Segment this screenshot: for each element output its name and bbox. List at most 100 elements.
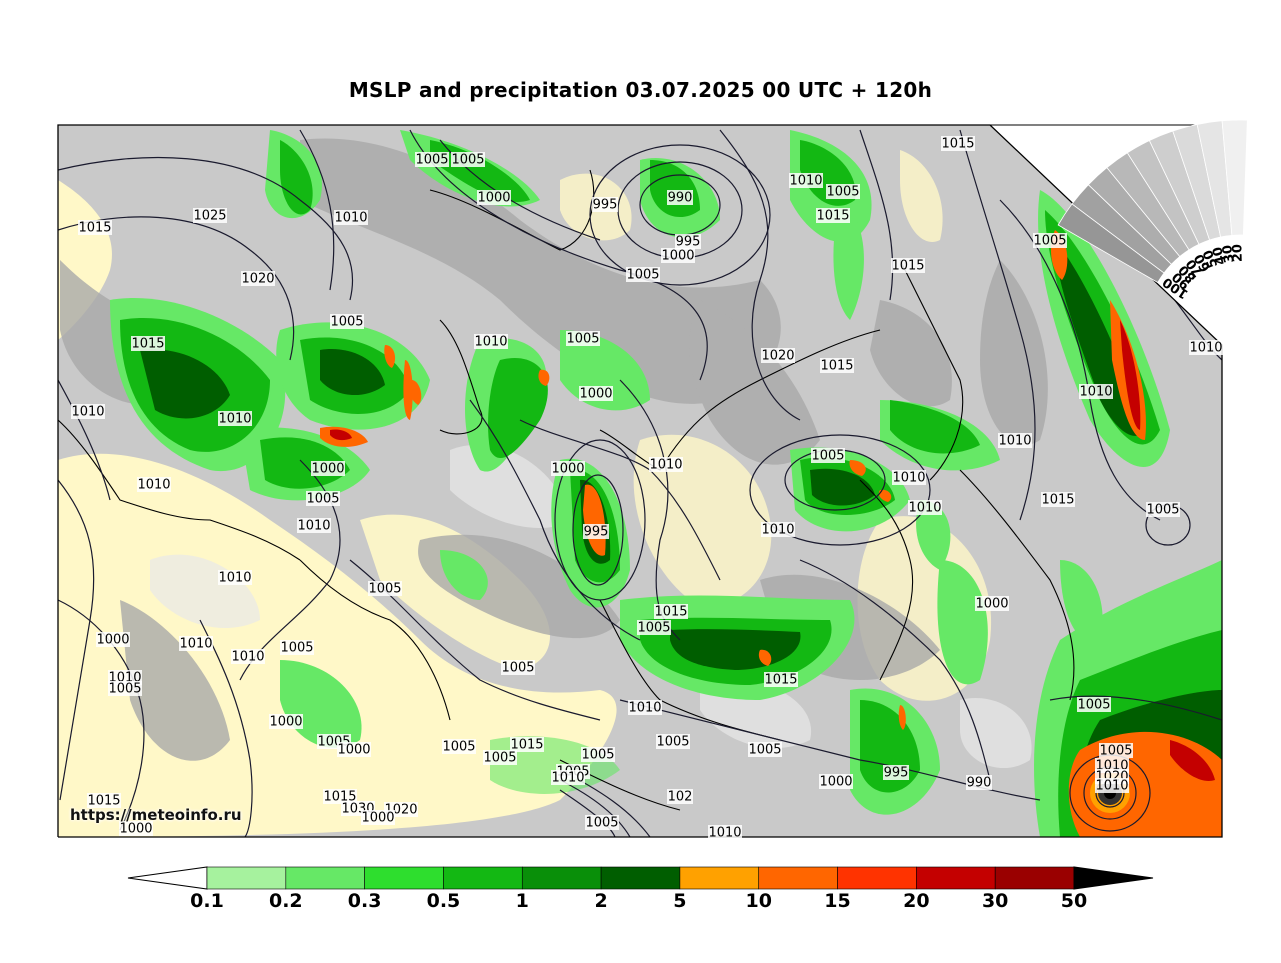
isobar-label-text: 1005 <box>581 748 614 763</box>
isobar-label-text: 1000 <box>337 743 370 758</box>
colorbar-cell <box>206 866 287 890</box>
isobar-label: 1005 <box>280 640 314 656</box>
isobar-label: 1000 <box>975 596 1009 612</box>
isobar-label: 1005 <box>1033 233 1067 249</box>
isobar-label: 1015 <box>654 604 688 620</box>
isobar-label: 1015 <box>1041 492 1075 508</box>
isobar-label-text: 1010 <box>551 771 584 786</box>
isobar-label: 1010 <box>231 649 265 665</box>
isobar-label-text: 1010 <box>789 174 822 189</box>
isobar-label: 1010 <box>334 210 368 226</box>
isobar-label: 1010 <box>71 404 105 420</box>
density-scale-label: 30 <box>1220 244 1237 264</box>
isobar-label-text: 1010 <box>179 637 212 652</box>
colorbar-lower-extension <box>127 866 208 890</box>
colorbar-cell <box>521 866 602 890</box>
isobar-label-text: 990 <box>967 776 992 791</box>
isobar-label: 995 <box>675 234 701 250</box>
isobar-label: 1005 <box>581 747 615 763</box>
isobar-label: 1020 <box>761 348 795 364</box>
isobar-label-text: 1015 <box>654 605 687 620</box>
isobar-label-text: 1000 <box>361 811 394 826</box>
map-title: MSLP and precipitation 03.07.2025 00 UTC… <box>348 78 933 102</box>
isobar-label-text: 1005 <box>1033 234 1066 249</box>
isobar-label: 1000 <box>361 810 395 826</box>
isobar-label-text: 1010 <box>708 826 741 841</box>
colorbar-label: 50 <box>1060 890 1088 912</box>
colorbar-label: 0.2 <box>268 890 303 912</box>
isobar-label: 1000 <box>96 632 130 648</box>
isobar-label: 1010 <box>218 411 252 427</box>
isobar-label-text: 1015 <box>816 209 849 224</box>
isobar-label: 1010 <box>649 457 683 473</box>
isobar-label-text: 1005 <box>368 582 401 597</box>
isobar-label-text: 1005 <box>1077 698 1110 713</box>
isobar-label: 1005 <box>626 267 660 283</box>
isobar-label: 1010 <box>551 770 585 786</box>
colorbar-cell <box>285 866 365 890</box>
isobar-label-text: 995 <box>676 235 701 250</box>
isobar-label: 1015 <box>941 136 975 152</box>
isobar-label-text: 1005 <box>451 153 484 168</box>
isobar-label: 1005 <box>306 491 340 507</box>
isobar-label-text: 1010 <box>761 523 794 538</box>
isobar-label-text: 1010 <box>334 211 367 226</box>
isobar-label: 1005 <box>442 739 476 755</box>
isobar-label-text: 995 <box>884 766 909 781</box>
isobar-label-text: 1010 <box>218 412 251 427</box>
colorbar-cell <box>679 866 760 890</box>
isobar-label-text: 1010 <box>474 335 507 350</box>
isobar-label-text: 1015 <box>78 221 111 236</box>
isobar-label-text: 1010 <box>1079 385 1112 400</box>
isobar-label: 1010 <box>1079 384 1113 400</box>
isobar-label: 1025 <box>193 208 227 224</box>
isobar-label: 1000 <box>337 742 371 758</box>
isobar-label: 1010 <box>137 477 171 493</box>
isobar-label-text: 1005 <box>483 751 516 766</box>
isobar-label-text: 1005 <box>501 661 534 676</box>
isobars <box>58 129 1222 837</box>
isobar-label-text: 1010 <box>71 405 104 420</box>
isobar-label-text: 1010 <box>892 471 925 486</box>
isobar-label: 995 <box>583 524 609 540</box>
colorbar-label: 15 <box>824 890 851 912</box>
isobar-label-text: 1005 <box>108 682 141 697</box>
isobar-label: 1005 <box>585 815 619 831</box>
isobar-label: 1010 <box>179 636 213 652</box>
isobar-label-text: 1010 <box>908 501 941 516</box>
isobar-label-text: 1000 <box>579 387 612 402</box>
isobar-label: 1005 <box>1099 743 1133 759</box>
isobar-label-text: 1005 <box>330 315 363 330</box>
isobar-label-text: 1015 <box>87 794 120 809</box>
isobar-label: 1000 <box>551 461 585 477</box>
isobar-label: 1000 <box>477 190 511 206</box>
isobar-label: 1015 <box>323 789 357 805</box>
isobar-label-text: 1025 <box>193 209 226 224</box>
isobar-label-text: 1015 <box>323 790 356 805</box>
isobar-label: 1000 <box>311 461 345 477</box>
isobar-label-text: 1010 <box>998 434 1031 449</box>
isobar-label-text: 995 <box>593 198 618 213</box>
isobar-label: 1005 <box>451 152 485 168</box>
isobar-label: 1005 <box>811 448 845 464</box>
isobar-label-text: 1005 <box>748 743 781 758</box>
isobar-label: 1010 <box>1095 778 1129 794</box>
isobar-label: 1015 <box>764 672 798 688</box>
isobar-label: 990 <box>966 775 992 791</box>
colorbar-upper-extension <box>1073 866 1154 890</box>
density-scale-label: 40 <box>1210 245 1229 266</box>
isobar-label-text: 1020 <box>761 349 794 364</box>
isobar-label-text: 1005 <box>637 621 670 636</box>
isobar-label-text: 1010 <box>1189 341 1222 356</box>
isobar-label: 1015 <box>891 258 925 274</box>
isobar-label-text: 1000 <box>119 822 152 837</box>
isobar-label-text: 1010 <box>649 458 682 473</box>
isobar-label-text: 1000 <box>311 462 344 477</box>
isobar-label-text: 1010 <box>231 650 264 665</box>
isobar-label: 1015 <box>87 793 121 809</box>
isobar-label: 1010 <box>297 518 331 534</box>
isobar-label: 1010 <box>628 700 662 716</box>
isobar-label: 1015 <box>510 737 544 753</box>
isobar-label: 1005 <box>637 620 671 636</box>
